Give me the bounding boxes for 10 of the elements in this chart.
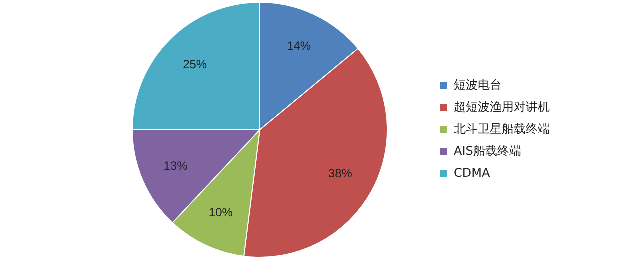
legend-label: CDMA	[454, 166, 491, 180]
legend-label: 北斗卫星船载终端	[454, 122, 550, 136]
legend-label: 短波电台	[454, 78, 502, 92]
data-label: 14%	[287, 39, 312, 54]
legend-label: AIS船载终端	[454, 144, 522, 158]
data-label: 25%	[183, 57, 208, 72]
data-label: 10%	[208, 205, 234, 220]
data-label: 13%	[164, 158, 188, 173]
legend-label: 超短波渔用对讲机	[454, 100, 550, 114]
data-label: 38%	[328, 166, 353, 181]
